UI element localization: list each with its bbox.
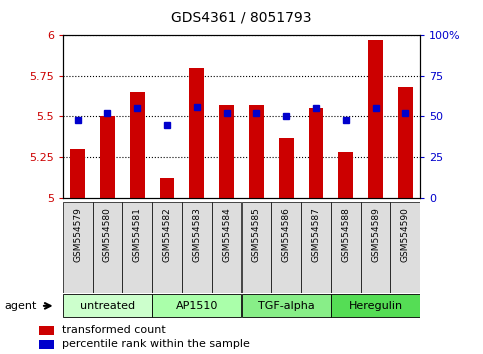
Bar	[122, 202, 152, 293]
Bar	[130, 92, 145, 198]
Bar	[249, 105, 264, 198]
Bar	[368, 40, 383, 198]
Bar	[93, 202, 122, 293]
Bar	[63, 202, 93, 293]
Text: untreated: untreated	[80, 301, 135, 311]
Bar	[309, 108, 324, 198]
Bar	[63, 295, 152, 317]
Bar	[242, 202, 271, 293]
Bar	[39, 340, 54, 349]
Bar	[301, 202, 331, 293]
Text: AP1510: AP1510	[176, 301, 218, 311]
Text: GSM554579: GSM554579	[73, 207, 82, 262]
Text: GSM554585: GSM554585	[252, 207, 261, 262]
Bar	[279, 138, 294, 198]
Bar	[219, 105, 234, 198]
Text: transformed count: transformed count	[62, 325, 166, 335]
Bar	[361, 202, 390, 293]
Bar	[271, 202, 301, 293]
Text: GSM554581: GSM554581	[133, 207, 142, 262]
Bar	[242, 295, 331, 317]
Text: GSM554582: GSM554582	[163, 207, 171, 262]
Bar	[338, 152, 353, 198]
Bar	[39, 326, 54, 335]
Bar	[189, 68, 204, 198]
Bar	[152, 202, 182, 293]
Text: GSM554580: GSM554580	[103, 207, 112, 262]
Text: percentile rank within the sample: percentile rank within the sample	[62, 339, 250, 349]
Bar	[100, 116, 115, 198]
Text: GSM554589: GSM554589	[371, 207, 380, 262]
Text: GDS4361 / 8051793: GDS4361 / 8051793	[171, 11, 312, 25]
Bar	[331, 202, 361, 293]
Text: GSM554588: GSM554588	[341, 207, 350, 262]
Bar	[398, 87, 413, 198]
Bar	[152, 295, 242, 317]
Text: Heregulin: Heregulin	[348, 301, 403, 311]
Text: GSM554584: GSM554584	[222, 207, 231, 262]
Text: GSM554583: GSM554583	[192, 207, 201, 262]
Text: agent: agent	[5, 301, 37, 311]
Bar	[182, 202, 212, 293]
Bar	[390, 202, 420, 293]
Bar	[212, 202, 242, 293]
Text: GSM554590: GSM554590	[401, 207, 410, 262]
Text: GSM554587: GSM554587	[312, 207, 320, 262]
Text: TGF-alpha: TGF-alpha	[258, 301, 314, 311]
Bar	[70, 149, 85, 198]
Text: GSM554586: GSM554586	[282, 207, 291, 262]
Bar	[331, 295, 420, 317]
Bar	[159, 178, 174, 198]
